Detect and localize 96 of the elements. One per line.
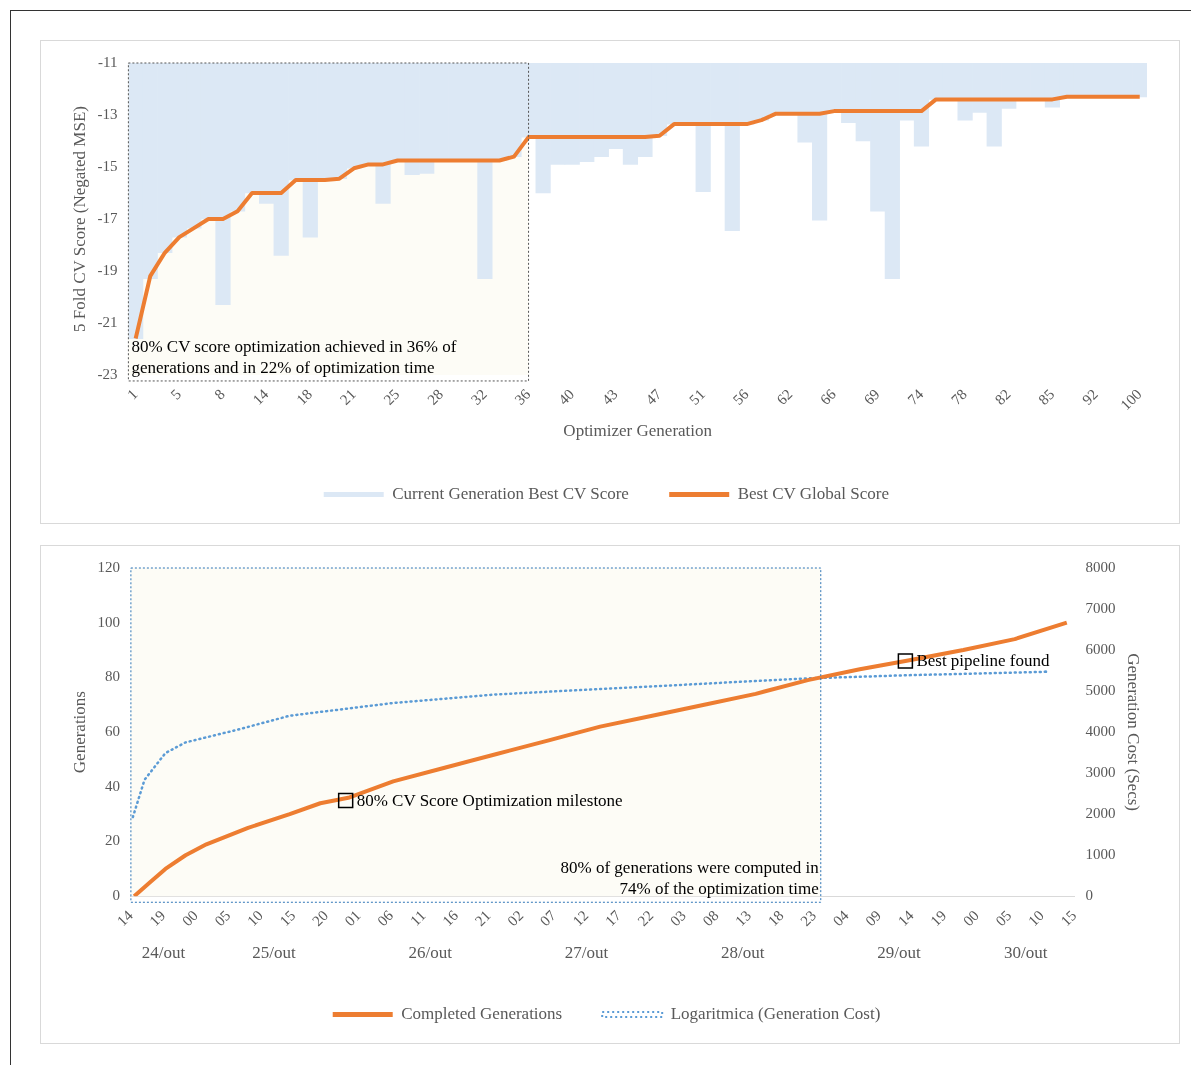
x-tick-label: 03	[667, 907, 690, 930]
x-tick-label: 08	[699, 907, 722, 930]
x-tick-label: 06	[374, 906, 397, 930]
y2-tick-label: 4000	[1085, 723, 1116, 740]
x-tick-label: 92	[1079, 385, 1101, 408]
band-label: 80% of generations were computed in 74% of the optimization time	[560, 858, 820, 899]
x-tick-label: 02	[504, 907, 527, 930]
x-tick-label: 05	[211, 907, 234, 930]
x-tick-label: 13	[732, 907, 755, 930]
x-tick-label: 15	[276, 907, 299, 930]
x-tick-label: 20	[309, 907, 332, 930]
y2-tick-label: 8000	[1085, 558, 1116, 575]
y2-tick-label: 6000	[1085, 641, 1116, 657]
x-tick-label: 74	[904, 385, 927, 408]
y-tick-label: -17	[97, 209, 118, 226]
x-tick-label: 66	[817, 385, 840, 408]
x-tick-label: 100	[1117, 385, 1145, 414]
x-tick-label: 28	[424, 385, 447, 408]
x-tick-label: 17	[602, 906, 625, 930]
legend-label: Logaritmica (Generation Cost)	[670, 1003, 881, 1023]
x-tick-label: 40	[555, 385, 578, 408]
y-tick-label: -15	[97, 157, 118, 174]
x-tick-label: 36	[511, 385, 534, 408]
y-axis-title: 5 Fold CV Score (Negated MSE)	[69, 106, 89, 332]
x-tick-label: 69	[860, 385, 883, 408]
x-tick-label: 19	[927, 907, 950, 930]
x-tick-label: 10	[244, 907, 266, 930]
x-tick-label: 05	[992, 907, 1015, 930]
y2-tick-label: 1000	[1085, 846, 1116, 863]
x-tick-label: 47	[642, 385, 665, 408]
x2-tick-label: 28/out	[720, 943, 765, 963]
x-tick-label: 1	[123, 385, 141, 403]
y-tick-label: 120	[97, 558, 120, 575]
y-tick-label: -21	[97, 313, 118, 330]
x-tick-label: 23	[797, 907, 820, 930]
x-tick-label: 25	[380, 385, 403, 408]
x-tick-label: 09	[862, 907, 885, 930]
x-tick-label: 5	[167, 385, 185, 403]
x2-tick-label: 25/out	[252, 943, 297, 963]
x-tick-label: 22	[634, 907, 657, 930]
legend-label: Current Generation Best CV Score	[392, 483, 629, 503]
x-tick-label: 8	[211, 385, 228, 403]
x-tick-label: 14	[249, 385, 272, 408]
x-axis-title: Optimizer Generation	[563, 421, 713, 441]
legend-label: Completed Generations	[401, 1003, 563, 1023]
y-tick-label: 20	[104, 832, 120, 849]
y-tick-label: 80	[104, 668, 120, 685]
x2-tick-label: 30/out	[1004, 943, 1048, 963]
y-tick-label: 60	[104, 723, 120, 740]
y2-tick-label: 7000	[1085, 599, 1116, 616]
x-tick-label: 04	[829, 906, 853, 930]
y-tick-label: -11	[97, 53, 118, 70]
x-tick-label: 15	[1057, 907, 1080, 930]
x-tick-label: 18	[293, 385, 316, 408]
x-tick-label: 01	[341, 907, 364, 930]
x-tick-label: 00	[959, 907, 982, 930]
x2-tick-label: 26/out	[408, 943, 453, 963]
annotation: 80% CV Score Optimization milestone	[356, 790, 623, 810]
x-tick-label: 18	[764, 907, 787, 930]
x-tick-label: 21	[336, 385, 359, 408]
band-label: 80% CV score optimization achieved in 36% of generations and in 22% of optimization time	[131, 336, 457, 377]
x-tick-label: 32	[467, 385, 490, 408]
y2-tick-label: 2000	[1085, 805, 1116, 822]
y-tick-label: 0	[112, 887, 120, 904]
x-tick-label: 14	[113, 906, 137, 930]
x-tick-label: 62	[773, 385, 796, 408]
x-tick-label: 10	[1025, 907, 1047, 930]
x2-tick-label: 27/out	[564, 943, 609, 963]
x-tick-label: 85	[1035, 385, 1058, 408]
x-tick-label: 16	[439, 906, 462, 930]
x-tick-label: 11	[407, 907, 429, 929]
x-tick-label: 56	[729, 385, 753, 408]
y2-tick-label: 3000	[1085, 764, 1116, 781]
x-tick-label: 00	[178, 907, 201, 930]
x-tick-label: 78	[948, 385, 971, 408]
x-tick-label: 43	[598, 385, 621, 408]
y2-tick-label: 5000	[1085, 682, 1116, 699]
y2-axis-title: Generation Cost (Secs)	[1124, 653, 1144, 811]
legend-label: Best CV Global Score	[737, 483, 889, 503]
y-tick-label: -23	[97, 365, 118, 382]
x-tick-label: 51	[686, 385, 709, 408]
x-tick-label: 14	[894, 906, 918, 930]
x2-tick-label: 24/out	[141, 943, 186, 963]
y-tick-label: -13	[97, 105, 118, 122]
y-tick-label: 40	[104, 777, 120, 794]
y2-tick-label: 0	[1085, 887, 1094, 904]
y-tick-label: 100	[97, 613, 120, 630]
y-tick-label: -19	[97, 261, 118, 278]
y-axis-title: Generations	[69, 691, 89, 774]
x-tick-label: 19	[146, 907, 169, 930]
annotation: Best pipeline found	[916, 651, 1051, 671]
x-tick-label: 07	[536, 906, 560, 930]
x-tick-label: 82	[991, 385, 1014, 408]
x-tick-label: 12	[569, 907, 592, 930]
x-tick-label: 21	[471, 907, 494, 930]
x2-tick-label: 29/out	[877, 943, 921, 963]
